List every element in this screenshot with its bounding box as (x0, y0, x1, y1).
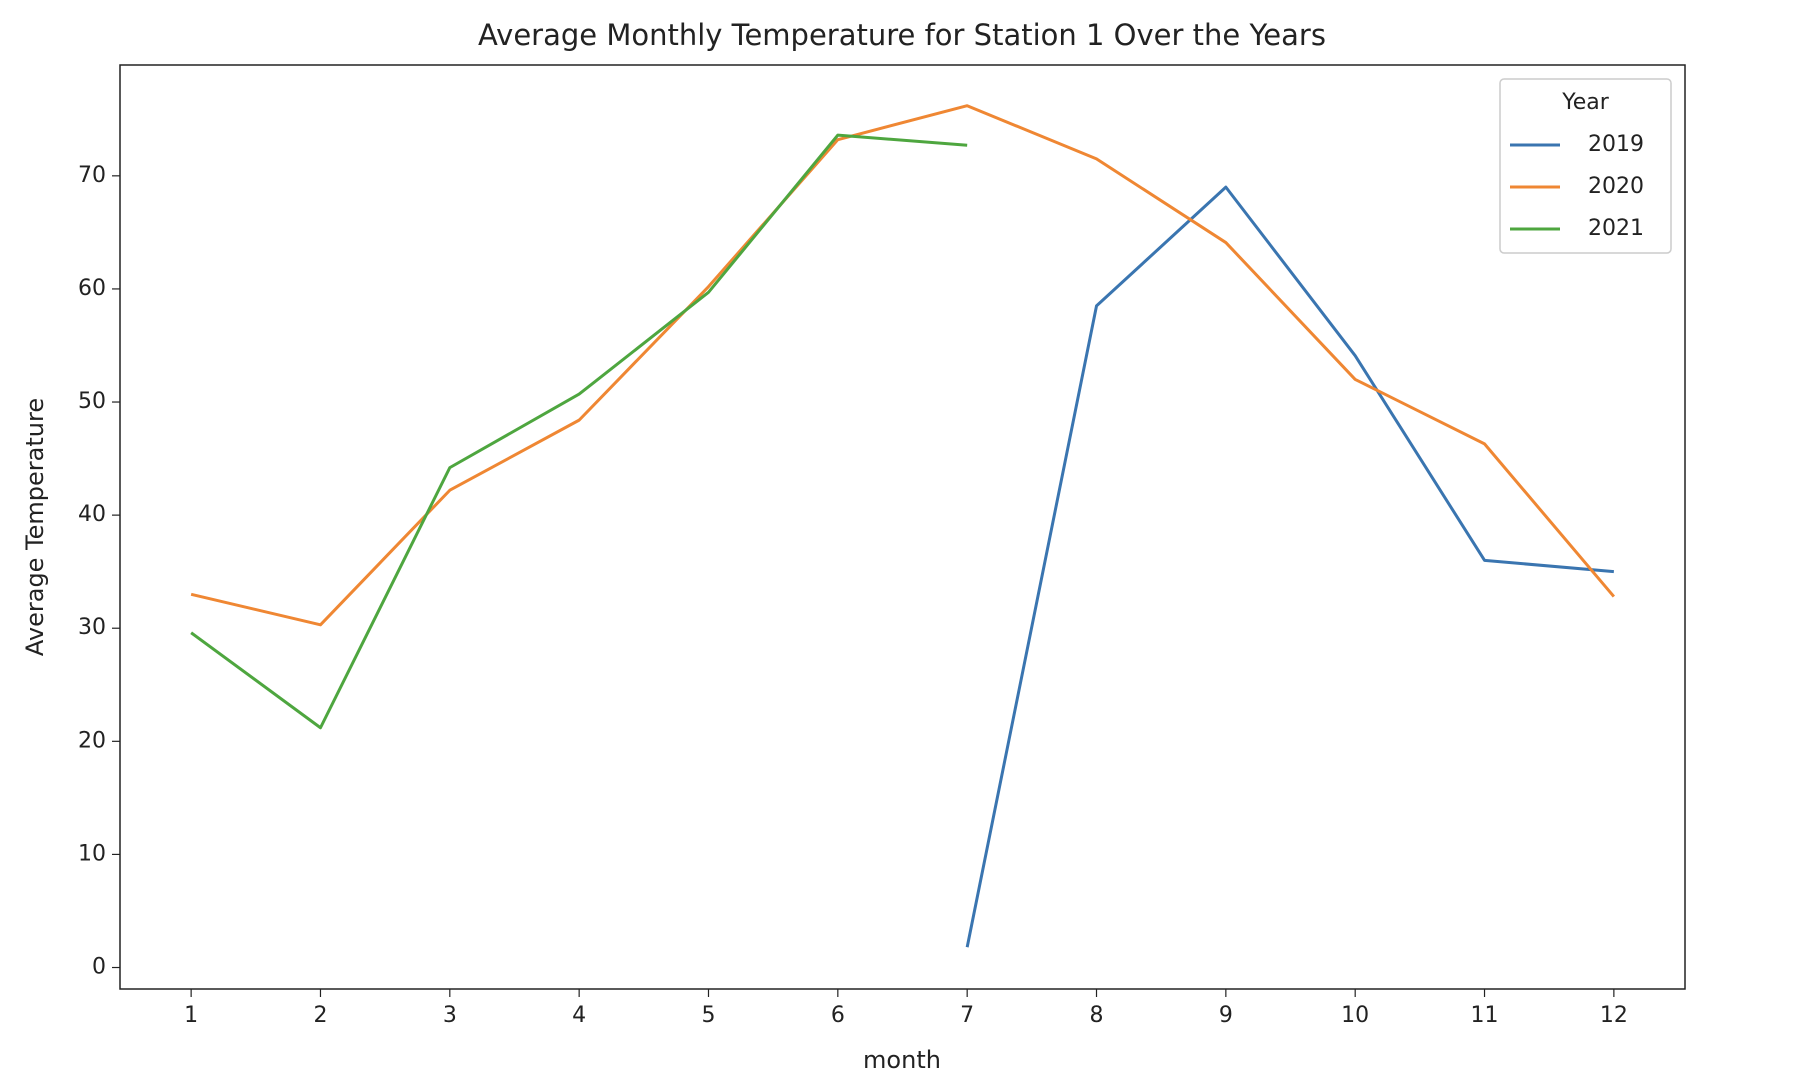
x-axis-label: month (863, 1046, 941, 1074)
x-tick-label: 1 (184, 1003, 198, 1028)
x-tick-label: 7 (960, 1003, 974, 1028)
legend-label: 2019 (1588, 132, 1644, 157)
series-line (190, 133, 968, 730)
legend-title: Year (1561, 90, 1610, 115)
y-tick-label: 40 (78, 502, 106, 527)
x-tick-label: 5 (701, 1003, 715, 1028)
y-tick-label: 50 (78, 389, 106, 414)
y-tick-label: 60 (78, 276, 106, 301)
y-tick-label: 30 (78, 615, 106, 640)
x-tick-label: 6 (831, 1003, 845, 1028)
legend-box (1499, 78, 1672, 254)
y-tick-label: 10 (78, 841, 106, 866)
x-tick-label: 10 (1341, 1003, 1369, 1028)
legend-label: 2021 (1588, 216, 1644, 241)
x-tick-label: 8 (1090, 1003, 1104, 1028)
x-tick-label: 2 (313, 1003, 327, 1028)
y-axis-label: Average Temperature (21, 398, 49, 656)
series-line (190, 104, 1616, 627)
y-tick-label: 20 (78, 728, 106, 753)
x-tick-label: 12 (1600, 1003, 1628, 1028)
x-tick-label: 3 (443, 1003, 457, 1028)
chart-title: Average Monthly Temperature for Station … (478, 18, 1326, 52)
y-tick-label: 70 (78, 163, 106, 188)
plot-frame (119, 64, 1686, 990)
x-tick-label: 4 (572, 1003, 586, 1028)
legend-label: 2020 (1588, 174, 1644, 199)
x-tick-label: 11 (1471, 1003, 1499, 1028)
y-tick-label: 0 (92, 955, 106, 980)
series-line (965, 185, 1614, 948)
x-tick-label: 9 (1219, 1003, 1233, 1028)
